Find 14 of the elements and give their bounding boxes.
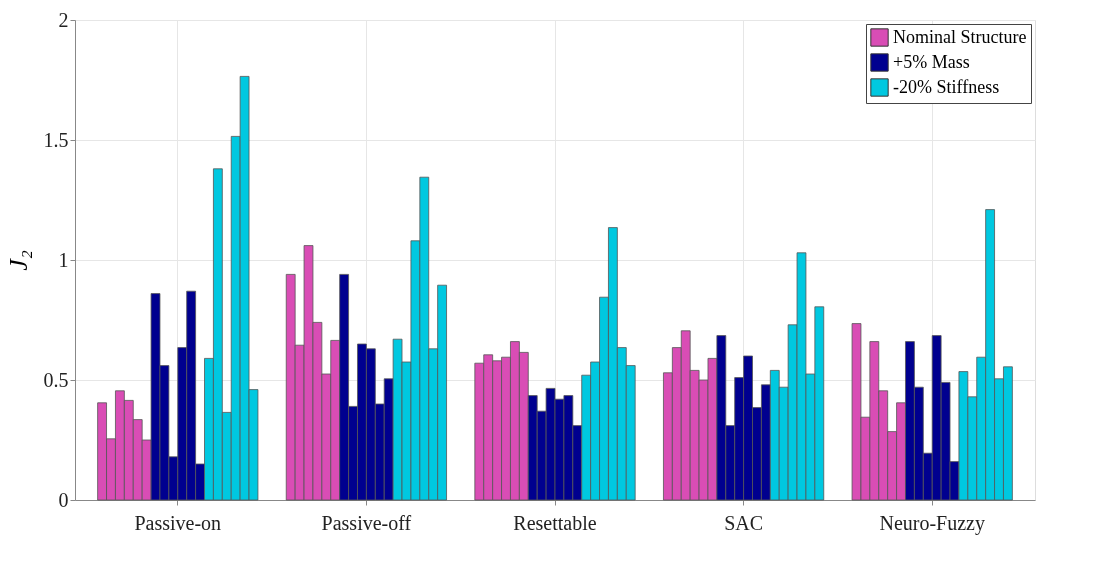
x-tick-label: Passive-off bbox=[321, 511, 412, 534]
y-axis-title: J₂ bbox=[3, 250, 33, 271]
x-tick-label: SAC bbox=[724, 511, 764, 534]
x-tick-label: Passive-on bbox=[134, 511, 222, 534]
y-tick-label: 1 bbox=[58, 248, 69, 271]
y-tick-label: 0.5 bbox=[43, 368, 69, 391]
legend-label: Nominal Structure bbox=[893, 26, 1027, 47]
y-tick-label: 2 bbox=[58, 8, 69, 31]
legend-label: -20% Stiffness bbox=[893, 76, 1000, 97]
legend-label: +5% Mass bbox=[893, 51, 970, 72]
y-tick-label: 0 bbox=[58, 488, 69, 511]
y-tick-label: 1.5 bbox=[43, 128, 69, 151]
x-tick-label: Resettable bbox=[513, 511, 597, 534]
x-tick-label: Neuro-Fuzzy bbox=[879, 511, 985, 535]
